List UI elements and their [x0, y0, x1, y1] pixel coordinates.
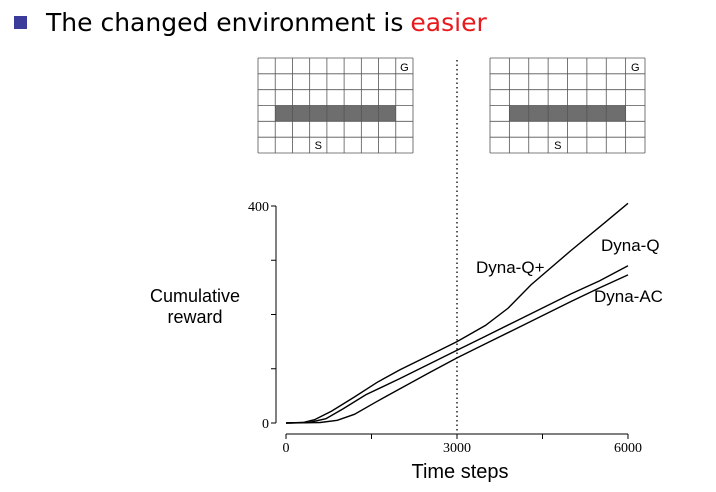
x-tick-label: 0 [283, 441, 290, 456]
y-axis-label-line-2: reward [167, 307, 223, 327]
slide-heading: The changed environment is easier [14, 4, 487, 40]
y-tick-label: 400 [248, 200, 269, 215]
x-tick-label: 3000 [443, 441, 471, 456]
heading-highlight: easier [410, 7, 487, 37]
y-tick-label: 0 [262, 417, 269, 432]
maze-start-label: S [315, 140, 322, 152]
series-label-dyna-q-plus: Dyna-Q+ [476, 258, 545, 277]
series-label-dyna-ac: Dyna-AC [594, 287, 663, 306]
series-line-dyna-q- [285, 202, 629, 424]
maze-goal-label: G [400, 62, 409, 74]
series-label-dyna-q: Dyna-Q [601, 236, 660, 255]
bullet-square-icon [14, 15, 27, 29]
maze-start-label: S [554, 140, 561, 152]
series-line-dyna-q [285, 265, 629, 424]
maze-wall [275, 105, 396, 122]
y-axis-label-line-1: Cumulative [149, 286, 241, 306]
y-axis-label: Cumulative reward [140, 286, 250, 328]
heading-text: The changed environment is [46, 7, 404, 37]
maze-goal-label: G [631, 62, 640, 74]
x-tick-label: 6000 [614, 441, 642, 456]
series-line-dyna-ac [285, 274, 629, 424]
x-axis-label: Time steps [411, 461, 509, 483]
